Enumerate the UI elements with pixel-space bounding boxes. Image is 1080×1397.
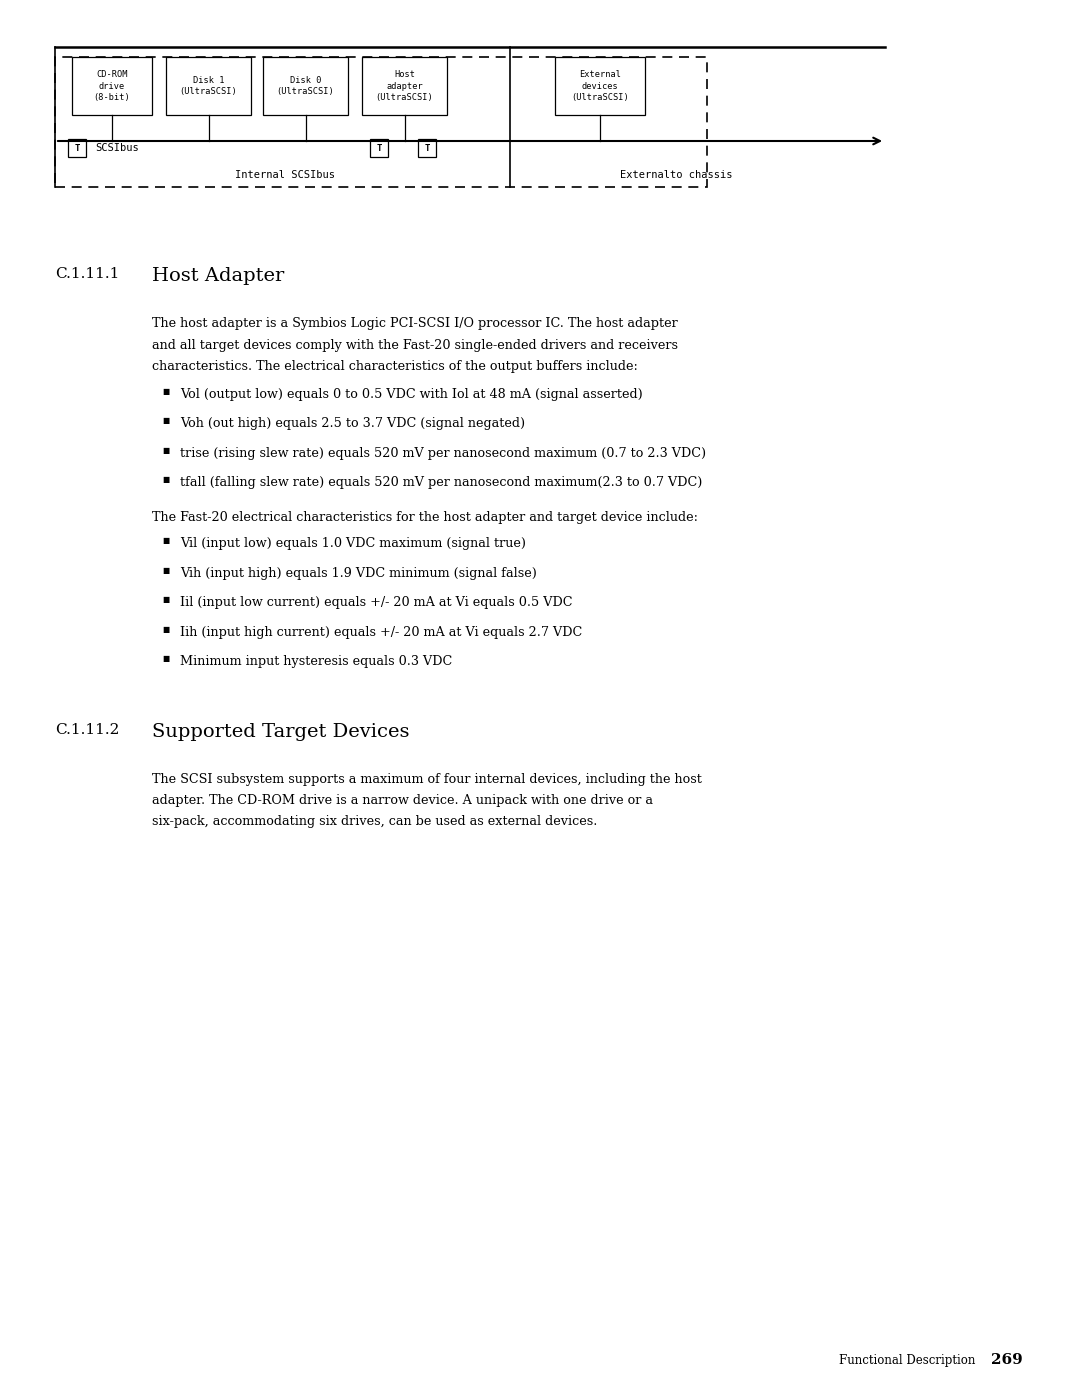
Text: six-pack, accommodating six drives, can be used as external devices.: six-pack, accommodating six drives, can … (152, 816, 597, 828)
Text: Host Adapter: Host Adapter (152, 267, 284, 285)
Text: ■: ■ (162, 476, 170, 483)
Text: SCSIbus: SCSIbus (95, 142, 138, 154)
Bar (555, 57, 645, 115)
Text: ■: ■ (162, 655, 170, 664)
Text: trise (rising slew rate) equals 520 mV per nanosecond maximum (0.7 to 2.3 VDC): trise (rising slew rate) equals 520 mV p… (180, 447, 706, 460)
Bar (370, 138, 388, 156)
Text: Vol (output low) equals 0 to 0.5 VDC with Iol at 48 mA (signal asserted): Vol (output low) equals 0 to 0.5 VDC wit… (180, 387, 643, 401)
Text: ■: ■ (162, 416, 170, 425)
Text: ■: ■ (162, 536, 170, 545)
Text: characteristics. The electrical characteristics of the output buffers include:: characteristics. The electrical characte… (152, 360, 638, 373)
Text: The Fast-20 electrical characteristics for the host adapter and target device in: The Fast-20 electrical characteristics f… (152, 510, 698, 524)
Text: Vil (input low) equals 1.0 VDC maximum (signal true): Vil (input low) equals 1.0 VDC maximum (… (180, 536, 526, 550)
Bar (68, 138, 86, 156)
Text: Iil (input low current) equals +/- 20 mA at Vi equals 0.5 VDC: Iil (input low current) equals +/- 20 mA… (180, 597, 572, 609)
Text: Supported Target Devices: Supported Target Devices (152, 722, 409, 740)
Text: ■: ■ (162, 626, 170, 633)
Text: T: T (376, 144, 381, 152)
Bar (418, 138, 436, 156)
Text: C.1.11.2: C.1.11.2 (55, 722, 120, 736)
Text: Minimum input hysteresis equals 0.3 VDC: Minimum input hysteresis equals 0.3 VDC (180, 655, 453, 668)
Text: External
devices
(UltraSCSI): External devices (UltraSCSI) (571, 70, 629, 102)
Text: Externalto chassis: Externalto chassis (620, 170, 732, 180)
Bar (362, 57, 447, 115)
Text: tfall (falling slew rate) equals 520 mV per nanosecond maximum(2.3 to 0.7 VDC): tfall (falling slew rate) equals 520 mV … (180, 476, 702, 489)
Text: T: T (424, 144, 430, 152)
Text: Disk 1
(UltraSCSI): Disk 1 (UltraSCSI) (179, 75, 238, 96)
Bar (72, 57, 152, 115)
Text: Host
adapter
(UltraSCSI): Host adapter (UltraSCSI) (376, 70, 433, 102)
Text: Iih (input high current) equals +/- 20 mA at Vi equals 2.7 VDC: Iih (input high current) equals +/- 20 m… (180, 626, 582, 638)
Text: T: T (75, 144, 80, 152)
Text: Voh (out high) equals 2.5 to 3.7 VDC (signal negated): Voh (out high) equals 2.5 to 3.7 VDC (si… (180, 416, 525, 430)
Bar (166, 57, 251, 115)
Text: Disk 0
(UltraSCSI): Disk 0 (UltraSCSI) (276, 75, 335, 96)
Text: CD-ROM
drive
(8-bit): CD-ROM drive (8-bit) (94, 70, 131, 102)
Text: The SCSI subsystem supports a maximum of four internal devices, including the ho: The SCSI subsystem supports a maximum of… (152, 773, 702, 785)
Text: ■: ■ (162, 567, 170, 574)
Text: and all target devices comply with the Fast-20 single-ended drivers and receiver: and all target devices comply with the F… (152, 338, 678, 352)
Text: Vih (input high) equals 1.9 VDC minimum (signal false): Vih (input high) equals 1.9 VDC minimum … (180, 567, 537, 580)
Text: Functional Description: Functional Description (839, 1354, 975, 1368)
Text: The host adapter is a Symbios Logic PCI-SCSI I/O processor IC. The host adapter: The host adapter is a Symbios Logic PCI-… (152, 317, 678, 330)
Text: 269: 269 (991, 1354, 1023, 1368)
Bar (264, 57, 348, 115)
Text: ■: ■ (162, 447, 170, 454)
Text: Internal SCSIbus: Internal SCSIbus (235, 170, 335, 180)
Text: ■: ■ (162, 387, 170, 395)
Text: ■: ■ (162, 597, 170, 604)
Text: C.1.11.1: C.1.11.1 (55, 267, 120, 281)
Text: adapter. The CD-ROM drive is a narrow device. A unipack with one drive or a: adapter. The CD-ROM drive is a narrow de… (152, 793, 653, 807)
Bar (55, 57, 707, 187)
